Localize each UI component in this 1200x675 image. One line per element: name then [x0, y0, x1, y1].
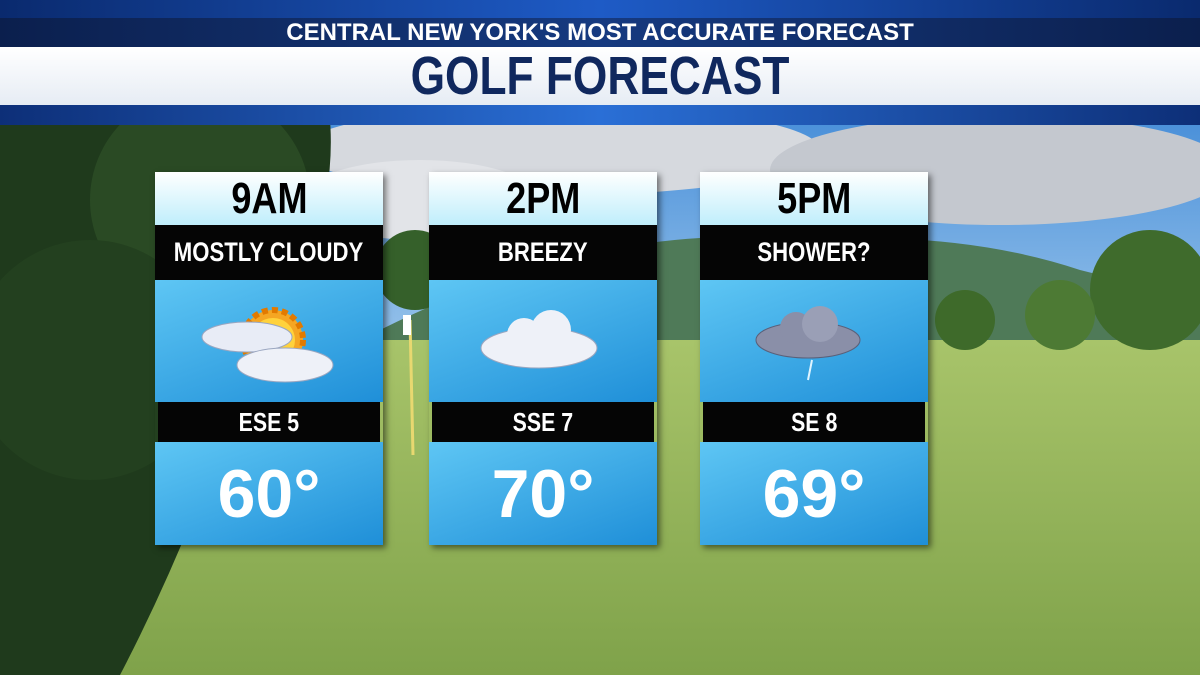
wind-text: SE 8 [790, 406, 838, 437]
forecast-panel: 9AM MOSTLY CLOUDY ESE 5 60° [155, 172, 383, 545]
time: 5PM [700, 172, 928, 225]
condition: MOSTLY CLOUDY [155, 225, 383, 280]
temperature: 69° [700, 442, 928, 545]
condition-text: MOSTLY CLOUDY [174, 237, 364, 267]
weather-icon [155, 280, 383, 402]
wind: SE 8 [703, 402, 925, 442]
temperature: 70° [429, 442, 657, 545]
time-text: 2PM [505, 173, 581, 223]
icon-shower [755, 306, 861, 381]
time-text: 5PM [776, 173, 852, 223]
icon-partly-cloudy [201, 307, 334, 383]
wind: ESE 5 [158, 402, 380, 442]
weather-icon [700, 280, 928, 402]
time: 2PM [429, 172, 657, 225]
icon-cloudy [480, 310, 598, 369]
bottom-stripe [0, 105, 1200, 125]
forecast-panel: 2PM BREEZY SSE 7 70° [429, 172, 657, 545]
wind-text: ESE 5 [238, 406, 300, 437]
title: GOLF FORECAST [410, 46, 790, 106]
temperature: 60° [155, 442, 383, 545]
time: 9AM [155, 172, 383, 225]
forecast-panel: 5PM SHOWER? SE 8 69° [700, 172, 928, 545]
condition-text: BREEZY [498, 237, 588, 267]
wind: SSE 7 [432, 402, 654, 442]
top-stripe [0, 0, 1200, 18]
tagline: CENTRAL NEW YORK'S MOST ACCURATE FORECAS… [0, 18, 1200, 47]
time-text: 9AM [230, 173, 308, 223]
title-bar: GOLF FORECAST [0, 46, 1200, 106]
weather-icon [429, 280, 657, 402]
condition: BREEZY [429, 225, 657, 280]
condition-text: SHOWER? [757, 237, 871, 267]
condition: SHOWER? [700, 225, 928, 280]
wind-text: SSE 7 [512, 406, 574, 437]
